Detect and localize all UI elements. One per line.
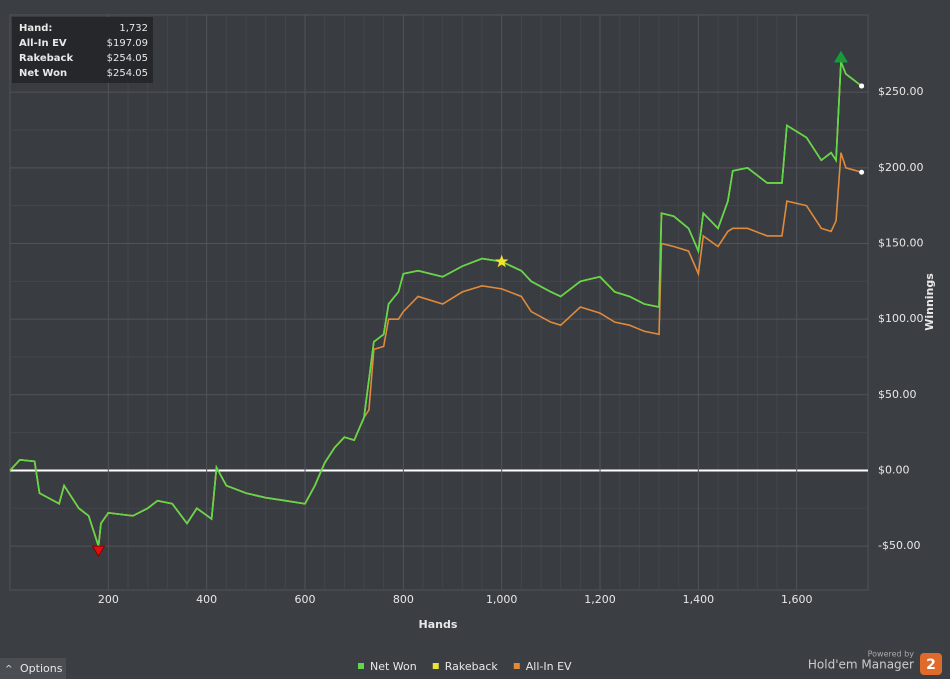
- x-tick-label: 600: [295, 593, 316, 606]
- info-value: $254.05: [107, 68, 148, 79]
- powered-by: Powered by: [868, 650, 915, 659]
- legend-label: Net Won: [370, 660, 417, 673]
- info-value: 1,732: [119, 23, 148, 34]
- x-tick-label: 200: [98, 593, 119, 606]
- info-label: Net Won: [19, 68, 67, 79]
- y-tick-label: $0.00: [878, 463, 910, 476]
- brand-badge: 2: [926, 657, 936, 673]
- info-label: Hand:: [19, 23, 52, 34]
- series-line: [9, 61, 863, 547]
- legend-swatch: [513, 663, 520, 669]
- options-label[interactable]: Options: [20, 662, 63, 675]
- x-tick-label: 1,400: [683, 593, 715, 606]
- info-box: Hand: 1,732 All-In EV $197.09 Rakeback $254.0…: [12, 17, 153, 83]
- y-axis-label: Winnings: [923, 273, 936, 331]
- x-tick-label: 1,600: [781, 593, 813, 606]
- y-tick-label: $100.00: [878, 312, 924, 325]
- min-marker: [91, 545, 106, 558]
- info-label: All-In EV: [19, 38, 67, 49]
- brand-badge-bg: [920, 653, 942, 675]
- info-label: Rakeback: [19, 53, 73, 64]
- end-dot: [859, 169, 865, 175]
- legend-label: Rakeback: [445, 660, 499, 673]
- legend-label: All-In EV: [526, 660, 572, 673]
- y-tick-label: $200.00: [878, 161, 924, 174]
- star-marker: [495, 254, 509, 268]
- options-caret[interactable]: ^: [5, 665, 13, 675]
- brand: Hold'em Manager: [808, 658, 914, 672]
- options-bg[interactable]: [0, 658, 66, 679]
- y-tick-label: $150.00: [878, 236, 924, 249]
- y-tick-label: -$50.00: [878, 539, 920, 552]
- legend-swatch: [358, 663, 364, 669]
- info-box-bg: [12, 17, 153, 83]
- x-axis-label: Hands: [419, 618, 458, 631]
- x-tick-label: 800: [393, 593, 414, 606]
- options-button[interactable]: ^ Options: [0, 658, 66, 679]
- y-tick-label: $250.00: [878, 85, 924, 98]
- x-tick-label: 400: [196, 593, 217, 606]
- legend-swatch: [432, 663, 439, 669]
- y-tick-label: $50.00: [878, 388, 917, 401]
- info-value: $254.05: [107, 53, 148, 64]
- x-tick-label: 1,200: [584, 593, 616, 606]
- info-value: $197.09: [107, 38, 148, 49]
- x-tick-label: 1,000: [486, 593, 518, 606]
- end-dot: [859, 83, 865, 89]
- max-marker: [834, 50, 848, 63]
